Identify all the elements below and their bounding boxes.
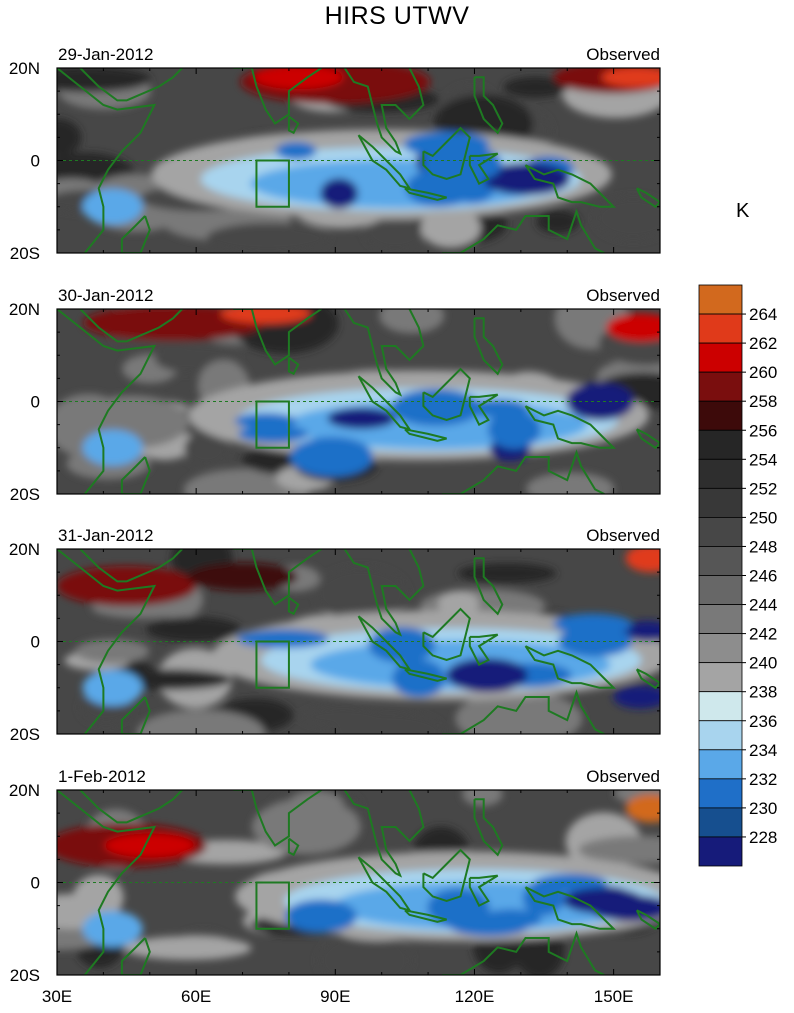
colorbar-swatch — [698, 633, 743, 664]
panel-source-label: Observed — [586, 526, 660, 545]
colorbar-swatch — [698, 458, 743, 489]
utwv-field — [57, 68, 660, 253]
colorbar-swatch — [698, 836, 743, 867]
utwv-field — [57, 549, 660, 734]
colorbar-swatch — [698, 575, 743, 605]
colorbar-swatch — [698, 429, 743, 460]
lat-tick-label: 20S — [10, 485, 40, 504]
colorbar-level-label: 238 — [749, 683, 777, 702]
figure-title: HIRS UTWV — [324, 2, 470, 30]
panel-date-label: 29-Jan-2012 — [58, 45, 153, 64]
lat-tick-label: 0 — [31, 633, 40, 652]
colorbar-level-label: 232 — [749, 770, 777, 789]
coastlines — [57, 790, 660, 975]
panel-source-label: Observed — [586, 286, 660, 305]
colorbar-level-label: 244 — [749, 596, 777, 615]
colorbar-swatch — [698, 284, 743, 315]
lon-tick-label: 30E — [42, 987, 72, 1006]
colorbar-level-label: 236 — [749, 712, 777, 731]
colorbar-swatch — [698, 662, 743, 693]
colorbar: 264 262 260 258 256 254 252 250 248 246 244 242 240 2… — [698, 284, 777, 867]
colorbar-level-label: 228 — [749, 828, 777, 847]
lat-tick-label: 0 — [31, 393, 40, 412]
colorbar-swatch — [698, 720, 743, 751]
colorbar-level-label: 230 — [749, 799, 777, 818]
colorbar-level-label: 234 — [749, 741, 777, 760]
colorbar-swatch — [698, 691, 743, 722]
colorbar-level-label: 264 — [749, 305, 777, 324]
lat-tick-label: 20S — [10, 725, 40, 744]
lat-tick-label: 20S — [10, 244, 40, 263]
colorbar-swatch — [698, 400, 743, 431]
focus-box — [255, 400, 290, 449]
coastlines — [57, 549, 660, 734]
panel-source-label: Observed — [586, 767, 660, 786]
lat-tick-label: 0 — [31, 152, 40, 171]
lon-tick-label: 60E — [181, 987, 211, 1006]
lat-tick-label: 20N — [9, 781, 40, 800]
colorbar-swatch — [698, 604, 743, 634]
map-panel: 29-Jan-2012 Observed 20N 0 20S — [9, 45, 661, 263]
colorbar-swatch — [698, 749, 743, 780]
panel-date-label: 1-Feb-2012 — [58, 767, 146, 786]
colorbar-swatch — [698, 371, 743, 402]
lon-tick-label: 150E — [594, 987, 634, 1006]
lat-tick-label: 20N — [9, 300, 40, 319]
panel-date-label: 31-Jan-2012 — [58, 526, 153, 545]
focus-box — [255, 881, 290, 930]
utwv-field — [57, 309, 660, 494]
colorbar-level-label: 246 — [749, 567, 777, 586]
map-panel: 30-Jan-2012 Observed 20N 0 20S — [9, 286, 661, 504]
map-panel: 31-Jan-2012 Observed 20N 0 20S — [9, 526, 661, 744]
lat-tick-label: 0 — [31, 874, 40, 893]
colorbar-level-label: 252 — [749, 479, 777, 498]
focus-box — [255, 159, 290, 208]
colorbar-level-label: 254 — [749, 450, 777, 469]
colorbar-level-label: 240 — [749, 654, 777, 673]
lon-tick-label: 120E — [455, 987, 495, 1006]
colorbar-swatch — [698, 313, 743, 344]
colorbar-unit-label: K — [736, 200, 750, 222]
colorbar-level-label: 242 — [749, 625, 777, 644]
colorbar-swatch — [698, 487, 743, 518]
utwv-field — [57, 790, 660, 975]
lat-tick-label: 20N — [9, 540, 40, 559]
panel-date-label: 30-Jan-2012 — [58, 286, 153, 305]
lon-tick-label: 90E — [320, 987, 350, 1006]
colorbar-swatch — [698, 778, 743, 809]
colorbar-level-label: 250 — [749, 508, 777, 527]
colorbar-swatch — [698, 807, 743, 838]
colorbar-level-label: 262 — [749, 334, 777, 353]
lat-tick-label: 20S — [10, 966, 40, 985]
colorbar-level-label: 248 — [749, 537, 777, 556]
panel-source-label: Observed — [586, 45, 660, 64]
colorbar-level-label: 256 — [749, 421, 777, 440]
lat-tick-label: 20N — [9, 59, 40, 78]
colorbar-swatch — [698, 517, 743, 547]
focus-box — [255, 640, 290, 689]
coastlines — [57, 309, 660, 494]
colorbar-swatch — [698, 546, 743, 576]
colorbar-level-label: 260 — [749, 363, 777, 382]
colorbar-swatch — [698, 342, 743, 373]
coastlines — [57, 68, 660, 253]
colorbar-level-label: 258 — [749, 392, 777, 411]
